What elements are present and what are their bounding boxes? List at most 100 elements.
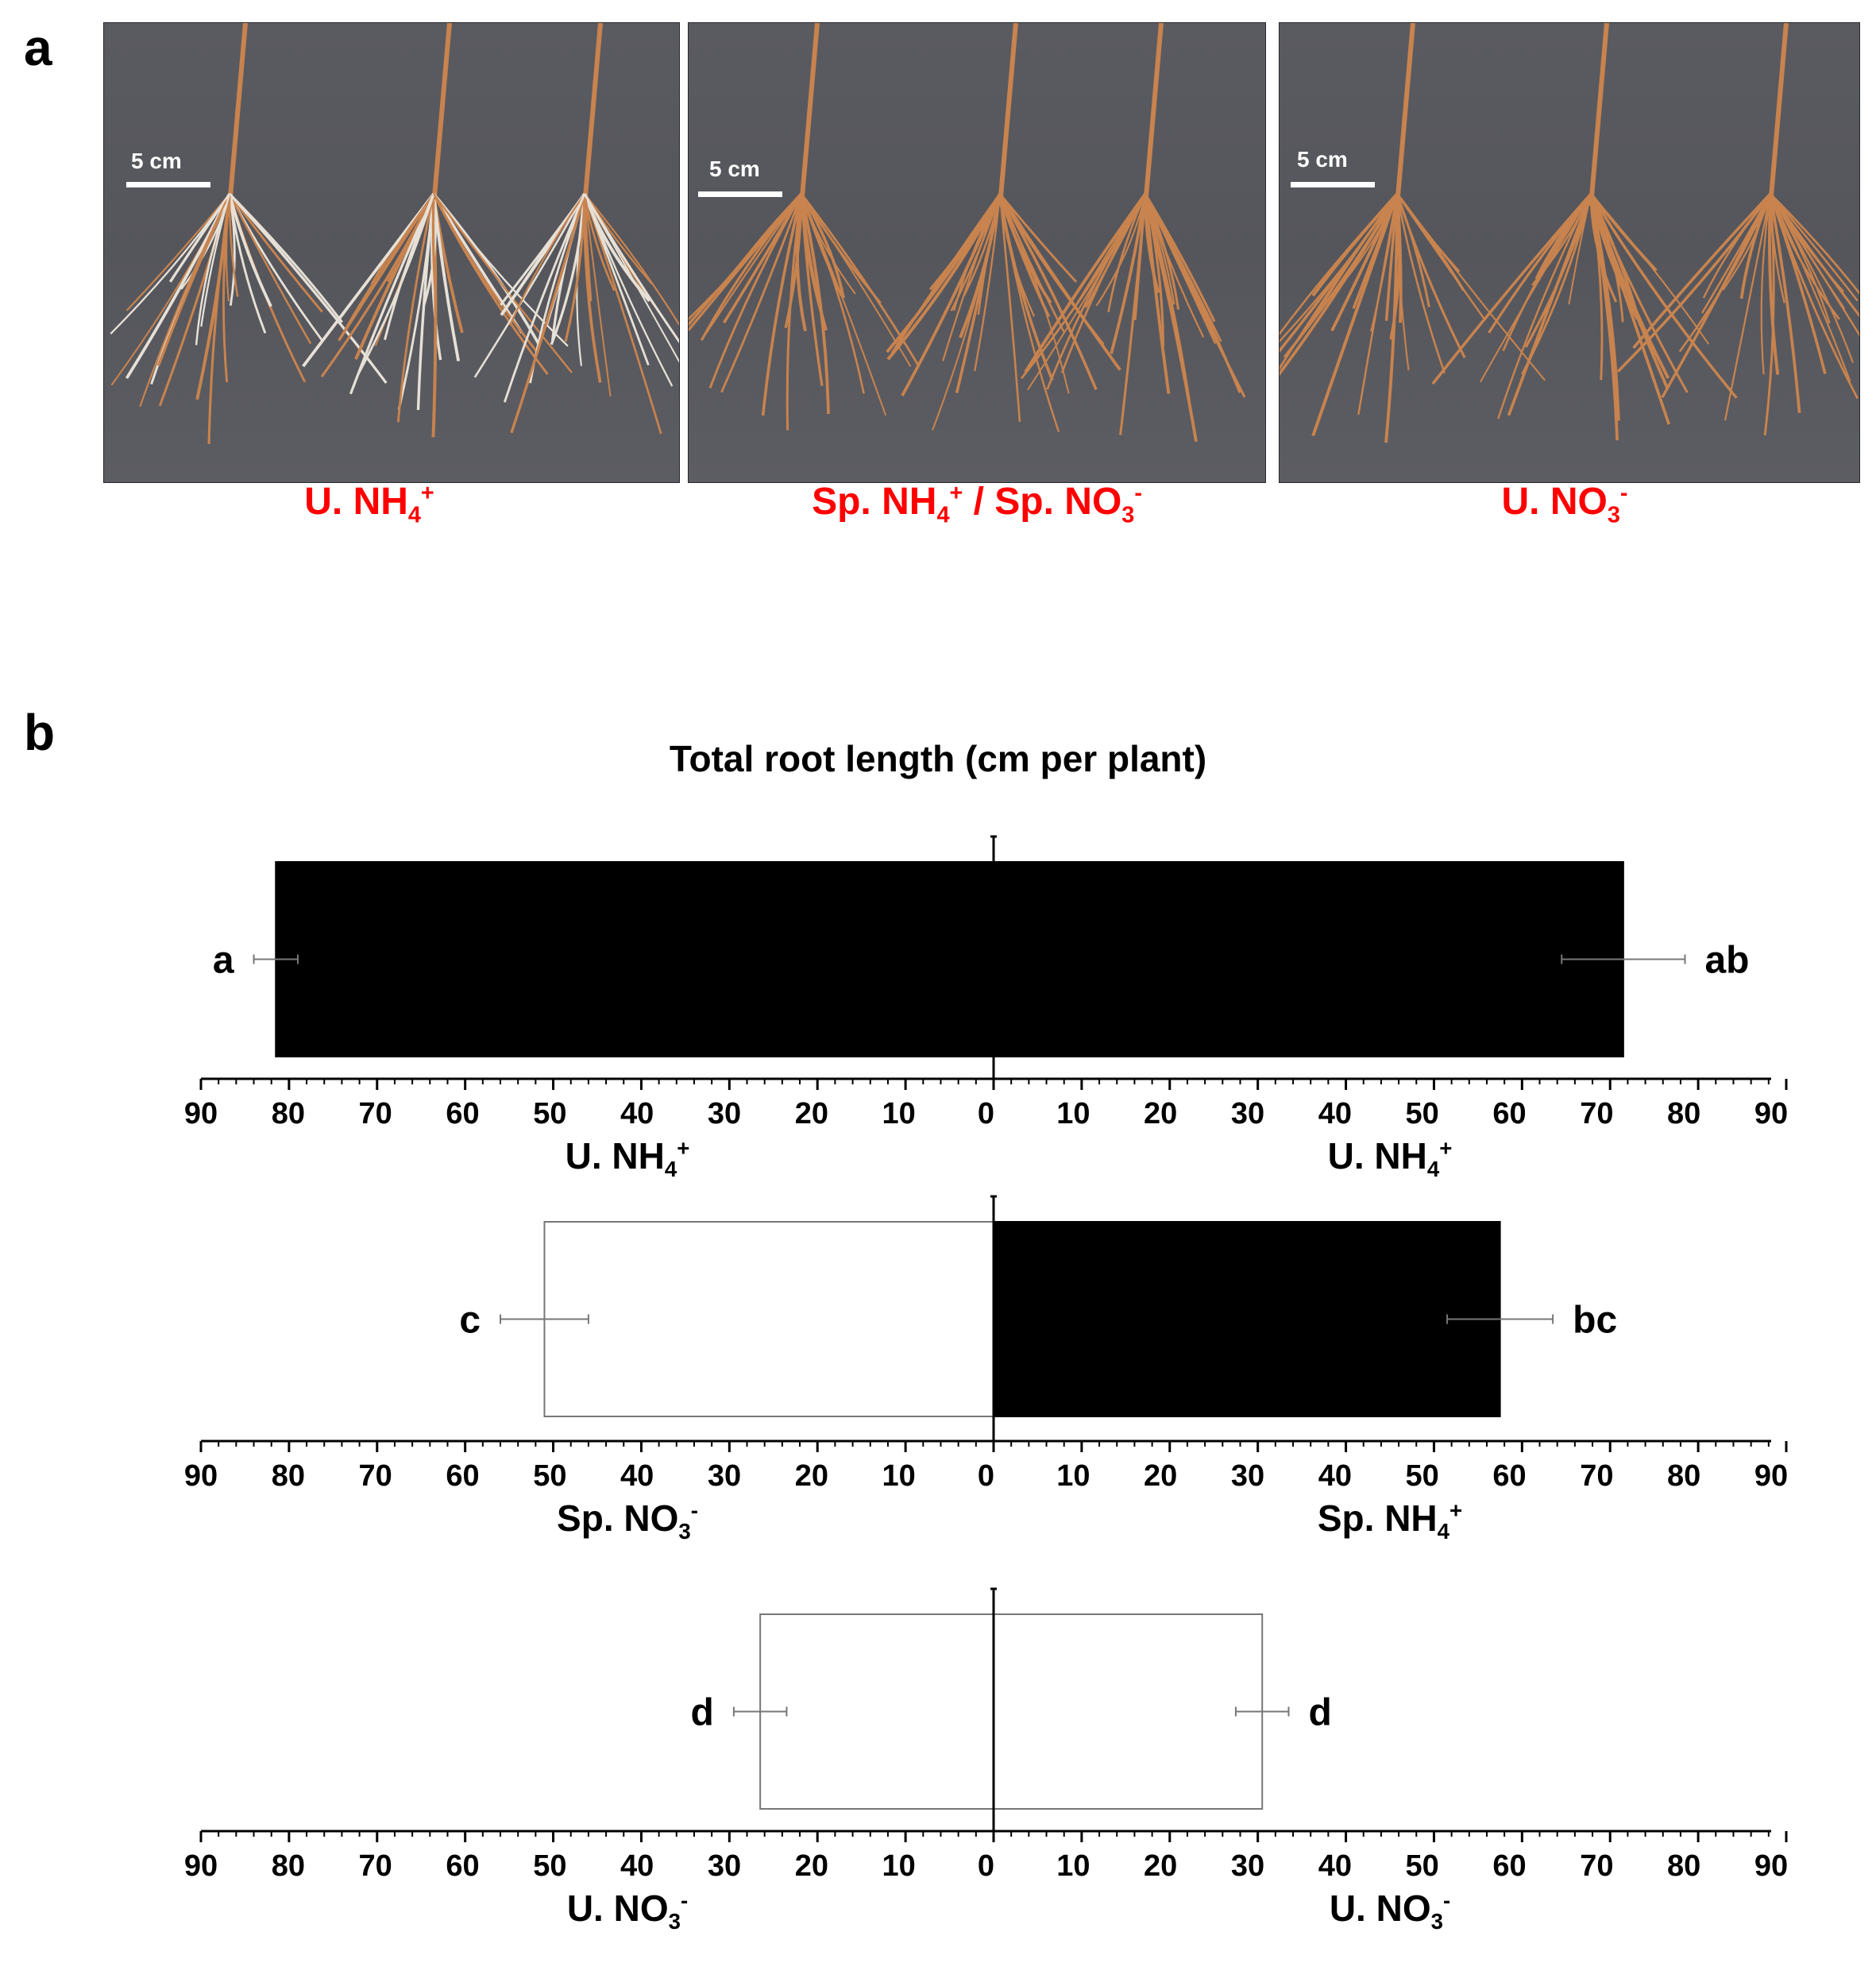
chart-row-2: c bc 90 80 70 60 50 40 30 20 10 0 10 20 30 40 50 60 70 80 90 [184,1195,1788,1493]
tick-label: 10 [882,1097,916,1130]
tick-label: 60 [446,1459,479,1493]
root-drawing-1 [110,23,679,445]
tick-label: 90 [184,1849,218,1883]
error-bar-left-row-1 [253,954,299,964]
tick-label: 20 [795,1849,828,1883]
tick-label: 50 [1406,1097,1439,1130]
error-bar-right-row-2 [1446,1314,1554,1324]
tick-label: 30 [1231,1097,1264,1130]
chart-row-1: a ab 90 80 70 60 50 40 30 20 10 0 10 20 30 40 50 60 70 80 90 [184,835,1788,1130]
plant-1-3 [473,23,679,435]
tick-label: 80 [1667,1849,1700,1883]
tick-label: 80 [1667,1459,1700,1493]
tick-label: 10 [882,1459,916,1493]
error-bar-right-row-3 [1234,1706,1290,1717]
plant-1-1 [110,23,388,445]
plant-3-1 [1280,23,1546,443]
bar-right-row-1 [993,861,1624,1057]
bar-left-row-3 [759,1613,995,1810]
photo-caption-3: U. NO3- [1501,481,1628,528]
scale-bar-label-1: 5 cm [131,149,182,173]
plant-2-3 [1020,23,1246,442]
error-bar-left-row-3 [732,1706,788,1717]
tick-label: 10 [1056,1459,1090,1493]
category-label-right-row-2: Sp. NH4+ [1317,1497,1463,1544]
tick-label: 50 [1406,1459,1439,1493]
tick-label: 0 [978,1459,994,1493]
bar-left-row-2 [543,1221,994,1417]
tick-label: 40 [620,1849,654,1883]
scale-bar-2 [698,191,782,197]
tick-label: 20 [1144,1097,1177,1130]
significance-letter-right-row-1: ab [1704,940,1749,982]
root-photo-2: 5 cm [688,22,1266,483]
category-label-left-row-2: Sp. NO3- [557,1497,698,1544]
chart-title: Total root length (cm per plant) [669,738,1207,779]
tick-label: 30 [1231,1849,1264,1883]
tick-label: 30 [708,1459,741,1493]
category-label-right-row-3: U. NO3- [1329,1888,1451,1934]
bar-right-row-3 [993,1613,1264,1810]
photo-caption-1: U. NH4+ [304,481,434,528]
root-photo-3: 5 cm [1279,22,1860,483]
tick-label: 90 [184,1459,218,1493]
tick-label: 40 [620,1097,654,1130]
tick-label: 40 [620,1459,654,1493]
scale-bar-1 [126,182,210,187]
error-bar-left-row-2 [500,1314,589,1324]
root-photo-1: 5 cm [103,22,680,483]
tick-label: 20 [795,1097,828,1130]
root-drawing-3 [1280,23,1859,443]
tick-label: 70 [359,1459,392,1493]
photo-caption-2: Sp. NH4+ / Sp. NO3- [812,481,1142,528]
tick-label: 80 [272,1849,305,1883]
tick-label: 80 [272,1459,305,1493]
tick-label: 80 [272,1097,305,1130]
tick-label: 60 [1492,1097,1526,1130]
significance-letter-left-row-3: d [691,1692,714,1734]
scale-bar-label-2: 5 cm [709,156,760,181]
tick-label: 80 [1667,1097,1700,1130]
tick-label: 10 [1056,1097,1090,1130]
tick-label: 60 [1492,1459,1526,1493]
tick-label: 70 [1580,1849,1613,1883]
tick-label: 70 [359,1097,392,1130]
tick-label: 20 [795,1459,828,1493]
bar-right-row-2 [993,1221,1501,1417]
error-bar-right-row-1 [1561,954,1686,964]
tick-label: 10 [1056,1849,1090,1883]
x-axis-row-1: 90 80 70 60 50 40 30 20 10 0 10 20 30 40 50 60 70 80 90 [184,1077,1788,1130]
scale-bar-label-3: 5 cm [1297,147,1348,172]
tick-label: 50 [533,1097,566,1130]
significance-letter-right-row-3: d [1308,1692,1331,1734]
panel-a-letter: a [24,19,52,76]
plant-1-2 [302,23,573,438]
significance-letter-left-row-1: a [213,940,234,982]
tick-label: 40 [1318,1459,1352,1493]
tick-label: 0 [978,1097,994,1130]
x-axis-row-3: 90 80 70 60 50 40 30 20 10 0 10 20 30 40 50 60 70 80 90 [184,1830,1788,1883]
tick-label: 50 [1406,1849,1439,1883]
category-label-left-row-3: U. NO3- [566,1888,689,1934]
tick-label: 10 [882,1849,916,1883]
tick-label: 30 [1231,1459,1264,1493]
bar-left-row-1 [275,861,994,1057]
tick-label: 30 [708,1849,741,1883]
tick-label: 90 [1754,1849,1788,1883]
tick-label: 60 [446,1849,479,1883]
plant-3-3 [1616,23,1859,436]
significance-letter-left-row-2: c [459,1300,481,1342]
tick-label: 70 [1580,1097,1613,1130]
scale-bar-3 [1291,182,1375,187]
tick-label: 70 [1580,1459,1613,1493]
category-label-left-row-1: U. NH4+ [565,1135,690,1182]
tick-label: 60 [1492,1849,1526,1883]
tick-label: 40 [1318,1097,1352,1130]
tick-label: 90 [1754,1097,1788,1130]
tick-label: 0 [978,1849,994,1883]
tick-label: 60 [446,1097,479,1130]
plant-3-2 [1431,23,1738,441]
tick-label: 90 [184,1097,218,1130]
tick-label: 50 [533,1849,566,1883]
